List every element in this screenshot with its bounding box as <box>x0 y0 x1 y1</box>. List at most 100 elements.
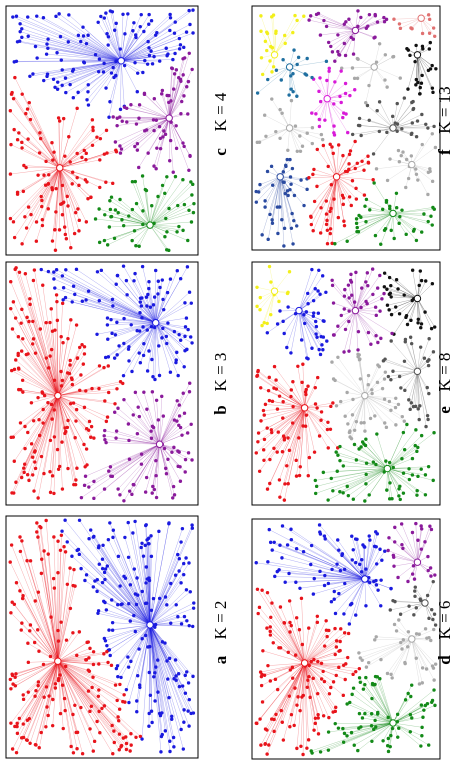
edge <box>392 213 424 215</box>
edge <box>304 616 318 664</box>
edge <box>387 468 404 494</box>
edge <box>257 589 305 664</box>
edge <box>25 273 59 396</box>
node <box>69 318 73 322</box>
node <box>256 431 261 435</box>
node <box>336 453 340 457</box>
node <box>312 728 316 732</box>
edge <box>143 392 160 445</box>
node <box>429 574 433 578</box>
edge <box>95 54 122 61</box>
edge <box>128 423 160 445</box>
node <box>288 157 292 162</box>
node <box>269 428 274 432</box>
node <box>364 675 368 680</box>
node <box>125 293 129 297</box>
node <box>120 218 124 222</box>
node <box>279 708 283 713</box>
edge <box>149 563 184 625</box>
node <box>131 531 135 535</box>
node <box>357 666 362 671</box>
node <box>312 576 316 581</box>
node <box>325 228 330 232</box>
edge <box>298 270 319 311</box>
node <box>415 119 420 123</box>
node <box>167 100 171 105</box>
edge <box>387 468 418 496</box>
edge <box>339 446 388 469</box>
node <box>370 267 375 271</box>
node <box>53 85 57 89</box>
network-panel <box>5 5 199 256</box>
node <box>388 204 392 209</box>
node <box>183 334 187 339</box>
node <box>110 474 115 479</box>
node <box>382 397 387 401</box>
edge <box>169 81 189 119</box>
edge <box>417 298 422 324</box>
edge <box>336 176 365 196</box>
node <box>176 552 180 557</box>
node <box>336 33 340 37</box>
node <box>278 107 282 112</box>
node <box>122 105 127 109</box>
node <box>389 283 393 288</box>
node <box>310 267 314 272</box>
edge <box>400 371 418 389</box>
edge <box>149 624 175 747</box>
node <box>20 92 24 96</box>
node <box>383 53 388 57</box>
node <box>433 34 437 38</box>
node <box>53 686 58 690</box>
node <box>298 149 303 153</box>
edge <box>104 624 151 639</box>
edge <box>59 167 71 248</box>
edge <box>57 395 107 422</box>
node <box>303 72 307 76</box>
node <box>62 200 66 204</box>
node <box>310 111 314 115</box>
node <box>375 109 379 113</box>
node <box>105 415 110 419</box>
node <box>334 673 338 678</box>
edge <box>59 167 106 183</box>
node <box>286 650 290 655</box>
node <box>126 665 131 669</box>
edge <box>41 559 59 662</box>
edge <box>108 444 160 472</box>
node <box>332 589 336 594</box>
node <box>412 613 416 617</box>
edge <box>80 568 151 626</box>
node <box>430 223 434 227</box>
node <box>257 469 262 473</box>
node <box>392 622 397 627</box>
hub-node <box>332 173 341 181</box>
edge <box>155 322 185 367</box>
node <box>315 614 320 618</box>
node <box>394 191 399 196</box>
node <box>341 196 346 200</box>
node <box>270 70 274 74</box>
edge <box>88 60 122 106</box>
node <box>404 185 408 190</box>
node <box>168 370 173 374</box>
node <box>267 398 272 403</box>
node <box>124 687 129 692</box>
edge <box>57 640 67 662</box>
node <box>274 712 278 717</box>
node <box>113 208 118 212</box>
node <box>416 445 420 450</box>
edge <box>34 642 58 662</box>
node <box>318 352 323 357</box>
edge <box>387 638 412 674</box>
node <box>162 129 166 133</box>
node <box>256 611 260 616</box>
node <box>360 658 364 662</box>
edge <box>298 288 316 311</box>
edge <box>106 33 122 61</box>
node <box>145 538 149 542</box>
edge <box>162 90 170 119</box>
node <box>60 213 65 217</box>
edge <box>404 371 418 391</box>
node <box>60 378 65 383</box>
